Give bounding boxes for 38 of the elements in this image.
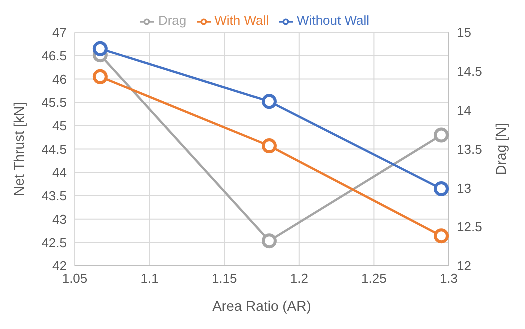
- x-axis-title: Area Ratio (AR): [212, 298, 312, 314]
- x-tick-label: 1.2: [290, 271, 308, 286]
- y-tick-label: 46: [52, 72, 67, 87]
- point: [262, 234, 277, 249]
- point: [434, 128, 449, 143]
- x-tick-label: 1.25: [362, 271, 387, 286]
- point: [262, 94, 277, 110]
- legend-label: Without Wall: [297, 13, 370, 28]
- y-tick-label: 47: [52, 25, 67, 40]
- y-tick-label: 42.5: [42, 235, 67, 250]
- y-tick-label: 45.5: [42, 95, 67, 110]
- x-tick-label: 1.1: [140, 271, 159, 286]
- x-tick-label: 1.3: [440, 271, 458, 286]
- point: [92, 41, 108, 56]
- y-tick-label: 42: [52, 258, 67, 274]
- y2-tick-label: 14: [457, 102, 472, 118]
- x-tick-label: 1.15: [212, 271, 238, 286]
- y2-tick-label: 14.5: [457, 64, 482, 80]
- x-tick-label: 1.05: [62, 271, 88, 286]
- y2-tick-label: 12: [457, 258, 472, 274]
- y-tick-label: 44.5: [42, 142, 67, 157]
- legend-label: With Wall: [214, 13, 270, 28]
- y-tick-label: 45: [52, 118, 67, 134]
- y-tick-label: 46.5: [42, 48, 67, 64]
- y2-tick-label: 15: [457, 25, 472, 40]
- y2-tick-label: 13: [457, 180, 472, 196]
- legend-label: Drag: [158, 13, 187, 28]
- y2-axis-title: Drag [N]: [492, 123, 509, 176]
- y-tick-label: 44: [52, 165, 67, 180]
- y2-tick-label: 12.5: [457, 220, 482, 235]
- point: [262, 138, 277, 154]
- point: [434, 181, 449, 196]
- point: [92, 69, 108, 84]
- y-tick-label: 43: [52, 212, 67, 227]
- y-axis-title: Net Thrust [kN]: [10, 102, 27, 196]
- point: [434, 228, 449, 244]
- y2-tick-label: 13.5: [457, 142, 482, 157]
- y-tick-label: 43.5: [42, 188, 67, 204]
